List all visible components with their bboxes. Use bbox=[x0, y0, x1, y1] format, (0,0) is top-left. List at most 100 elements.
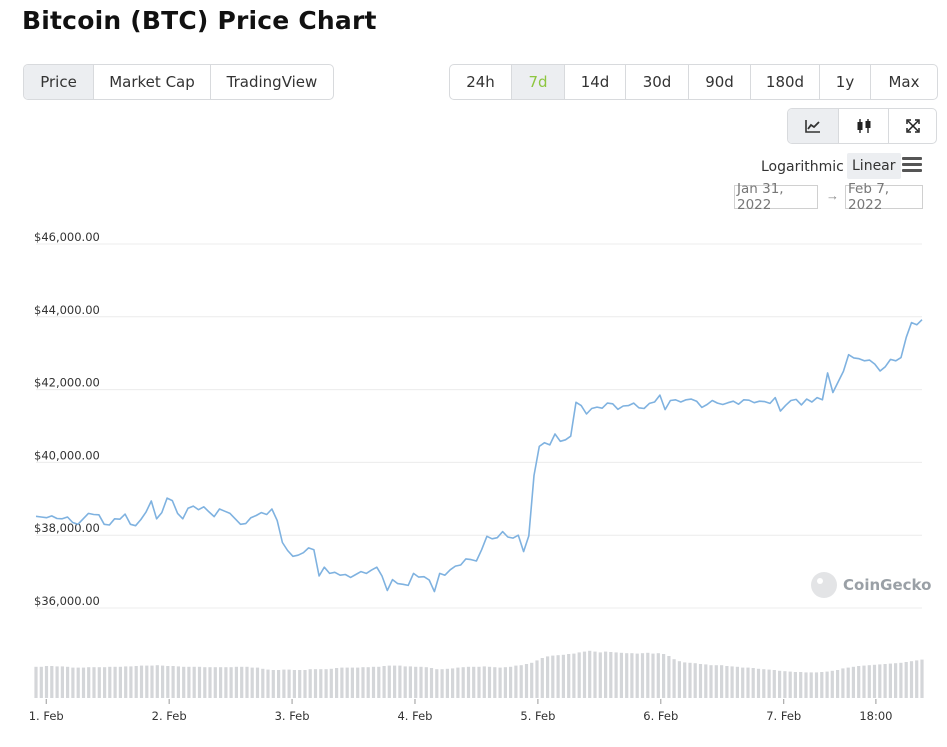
volume-bar bbox=[240, 666, 244, 698]
volume-bar bbox=[503, 667, 507, 698]
volume-bar bbox=[714, 665, 718, 698]
x-tick-label: 4. Feb bbox=[397, 709, 432, 723]
volume-bar bbox=[888, 663, 892, 698]
date-to-input[interactable]: Feb 7, 2022 bbox=[845, 181, 923, 213]
volume-bar bbox=[572, 653, 576, 698]
volume-bar bbox=[656, 653, 660, 698]
volume-bar bbox=[166, 666, 170, 698]
volume-bar bbox=[182, 666, 186, 698]
range-180d[interactable]: 180d bbox=[751, 65, 820, 99]
volume-bar bbox=[720, 665, 724, 698]
range-90d[interactable]: 90d bbox=[689, 65, 751, 99]
volume-bar bbox=[909, 661, 914, 698]
line-chart-button[interactable] bbox=[788, 109, 839, 143]
scale-linear[interactable]: Linear bbox=[847, 153, 901, 179]
volume-bar bbox=[640, 653, 645, 698]
volume-bar bbox=[746, 667, 750, 698]
volume-bar bbox=[366, 667, 370, 698]
range-14d[interactable]: 14d bbox=[565, 65, 626, 99]
page-title: Bitcoin (BTC) Price Chart bbox=[22, 6, 377, 35]
range-max[interactable]: Max bbox=[888, 73, 920, 91]
volume-bar bbox=[461, 667, 465, 698]
expand-button[interactable] bbox=[889, 109, 936, 143]
volume-bar bbox=[487, 666, 492, 698]
volume-bar bbox=[213, 667, 217, 698]
volume-bar bbox=[767, 669, 771, 698]
tab-tradingview[interactable]: TradingView bbox=[226, 73, 318, 91]
volume-bar bbox=[836, 670, 840, 698]
volume-bar bbox=[456, 667, 460, 698]
volume-bar bbox=[741, 667, 745, 698]
range-1y[interactable]: 1y bbox=[820, 65, 871, 99]
watermark-text: CoinGecko bbox=[843, 576, 931, 594]
volume-bar bbox=[44, 666, 49, 698]
volume-bar bbox=[393, 665, 397, 698]
hamburger-menu-icon[interactable] bbox=[902, 157, 922, 173]
volume-bar bbox=[904, 662, 908, 698]
volume-bar bbox=[361, 667, 365, 698]
volume-bar bbox=[551, 655, 555, 698]
volume-bars bbox=[34, 650, 924, 698]
range-tabs: 24h 7d 14d 30d 90d 180d 1y Max bbox=[449, 64, 938, 100]
tab-price[interactable]: Price bbox=[24, 65, 94, 99]
y-tick-label: $36,000.00 bbox=[34, 594, 100, 608]
x-tick-label: 6. Feb bbox=[643, 709, 678, 723]
scale-logarithmic[interactable]: Logarithmic bbox=[761, 159, 844, 175]
volume-bar bbox=[698, 664, 703, 698]
volume-bar bbox=[582, 651, 587, 698]
volume-bar bbox=[762, 669, 766, 698]
volume-bar bbox=[735, 666, 739, 698]
range-30d[interactable]: 30d bbox=[626, 65, 689, 99]
volume-bar bbox=[387, 665, 391, 698]
volume-bar bbox=[139, 665, 144, 698]
volume-bar bbox=[588, 650, 592, 698]
expand-icon bbox=[905, 119, 920, 133]
volume-bar bbox=[282, 669, 286, 698]
volume-bar bbox=[477, 666, 481, 698]
y-tick-label: $42,000.00 bbox=[34, 376, 100, 390]
volume-bar bbox=[245, 666, 249, 698]
volume-bar bbox=[192, 666, 196, 698]
volume-bar bbox=[266, 669, 270, 698]
volume-bar bbox=[872, 664, 877, 698]
volume-bar bbox=[820, 672, 824, 698]
volume-bar bbox=[250, 667, 254, 698]
volume-bar bbox=[646, 652, 650, 698]
volume-bar bbox=[609, 652, 613, 698]
volume-bar bbox=[577, 652, 581, 698]
volume-bar bbox=[403, 666, 407, 698]
volume-bar bbox=[350, 667, 354, 698]
volume-bar bbox=[614, 652, 618, 698]
volume-bar bbox=[377, 666, 381, 698]
volume-bar bbox=[883, 664, 887, 698]
volume-bar bbox=[857, 666, 861, 698]
volume-bar bbox=[50, 666, 54, 698]
volume-bar bbox=[292, 670, 296, 698]
y-tick-label: $44,000.00 bbox=[34, 303, 100, 317]
volume-bar bbox=[867, 665, 871, 698]
range-24h[interactable]: 24h bbox=[450, 65, 512, 99]
tab-market-cap[interactable]: Market Cap bbox=[94, 65, 211, 99]
volume-bar bbox=[435, 669, 439, 698]
volume-bar bbox=[804, 672, 808, 698]
volume-bar bbox=[683, 662, 687, 698]
volume-bar bbox=[851, 666, 855, 698]
volume-bar bbox=[97, 667, 101, 698]
volume-bar bbox=[535, 660, 539, 698]
volume-bar bbox=[799, 672, 803, 698]
volume-bar bbox=[482, 666, 486, 698]
range-7d[interactable]: 7d bbox=[512, 65, 565, 99]
volume-bar bbox=[593, 651, 597, 698]
volume-bar bbox=[556, 655, 560, 698]
volume-bar bbox=[519, 665, 523, 698]
volume-bar bbox=[87, 667, 91, 698]
volume-bar bbox=[472, 666, 476, 698]
x-tick-label: 7. Feb bbox=[766, 709, 801, 723]
volume-bar bbox=[340, 667, 344, 698]
candlestick-button[interactable] bbox=[839, 109, 889, 143]
volume-bar bbox=[514, 665, 518, 698]
volume-bar bbox=[772, 670, 776, 698]
volume-bar bbox=[693, 663, 697, 698]
volume-bar bbox=[788, 671, 792, 698]
y-tick-label: $46,000.00 bbox=[34, 230, 100, 244]
